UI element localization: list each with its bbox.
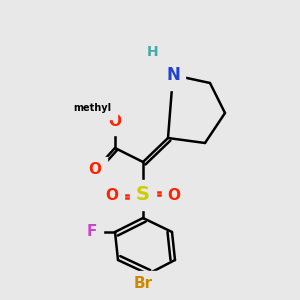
Text: O: O [106, 188, 118, 202]
Text: Br: Br [134, 277, 153, 292]
Text: S: S [136, 185, 150, 205]
Text: O: O [109, 115, 122, 130]
Text: N: N [166, 66, 180, 84]
Text: O: O [167, 188, 181, 202]
Text: methyl: methyl [73, 103, 111, 113]
Text: O: O [88, 163, 101, 178]
Text: F: F [87, 224, 97, 239]
Text: H: H [147, 45, 159, 59]
